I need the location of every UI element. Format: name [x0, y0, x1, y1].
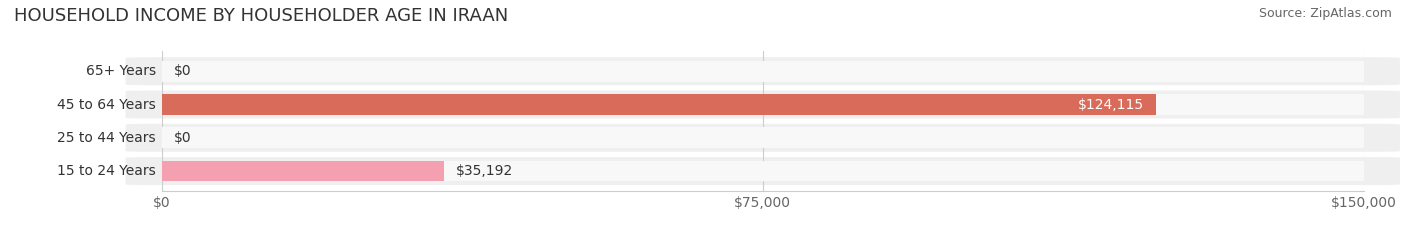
FancyBboxPatch shape — [125, 157, 1400, 185]
Bar — [162, 94, 1364, 115]
Text: 15 to 24 Years: 15 to 24 Years — [56, 164, 156, 178]
Bar — [162, 127, 1364, 148]
Text: HOUSEHOLD INCOME BY HOUSEHOLDER AGE IN IRAAN: HOUSEHOLD INCOME BY HOUSEHOLDER AGE IN I… — [14, 7, 509, 25]
Text: $0: $0 — [174, 64, 191, 78]
FancyBboxPatch shape — [125, 57, 1400, 85]
Bar — [162, 94, 1156, 115]
Text: $124,115: $124,115 — [1078, 98, 1144, 112]
Bar — [162, 161, 1364, 182]
FancyBboxPatch shape — [125, 124, 1400, 152]
Text: $0: $0 — [174, 131, 191, 145]
Text: 65+ Years: 65+ Years — [86, 64, 156, 78]
Text: 45 to 64 Years: 45 to 64 Years — [56, 98, 156, 112]
Bar — [162, 61, 1364, 82]
Text: Source: ZipAtlas.com: Source: ZipAtlas.com — [1258, 7, 1392, 20]
FancyBboxPatch shape — [125, 91, 1400, 119]
Text: 25 to 44 Years: 25 to 44 Years — [58, 131, 156, 145]
Bar — [162, 161, 444, 182]
Text: $35,192: $35,192 — [456, 164, 513, 178]
